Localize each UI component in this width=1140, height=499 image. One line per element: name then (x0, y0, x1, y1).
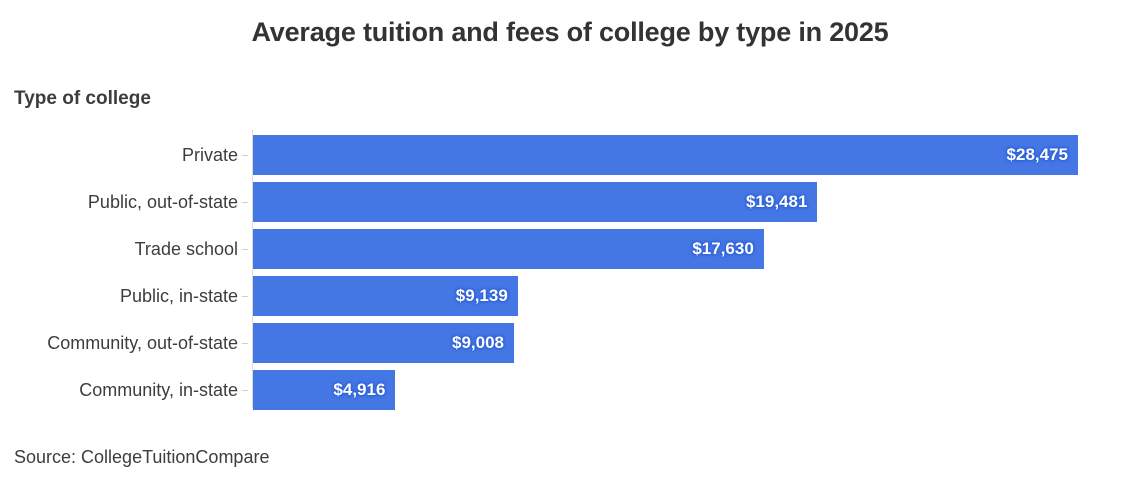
page: { "title": "Average tuition and fees of … (0, 16, 1140, 499)
axis-tick (242, 342, 248, 344)
axis-tick (242, 295, 248, 297)
axis-tick (242, 201, 248, 203)
chart-row: Trade school $17,630 (0, 229, 1140, 269)
category-label: Public, out-of-state (87, 191, 238, 212)
y-axis-line (252, 130, 253, 408)
value-bar: $9,008 (253, 323, 514, 363)
axis-tick (242, 248, 248, 250)
plot-area: Private $28,475 Public, out-of-state $19… (0, 130, 1140, 410)
value-label: $28,475 (1006, 145, 1068, 164)
value-bar: $19,481 (253, 182, 818, 222)
chart-title: Average tuition and fees of college by t… (251, 17, 889, 47)
chart-row: Public, out-of-state $19,481 (0, 182, 1140, 222)
axis-tick (242, 389, 248, 391)
category-label: Community, in-state (79, 379, 238, 400)
chart-row: Community, in-state $4,916 (0, 370, 1140, 410)
chart-row: Private $28,475 (0, 135, 1140, 175)
value-bar: $4,916 (253, 370, 396, 410)
category-label: Trade school (134, 238, 238, 259)
y-axis-title: Type of college (14, 88, 151, 109)
value-bar: $17,630 (253, 229, 764, 269)
bar-track: $28,475 (253, 135, 1078, 175)
bar-track: $9,139 (253, 276, 1078, 316)
category-label: Public, in-state (119, 285, 238, 306)
bar-track: $4,916 (253, 370, 1078, 410)
chart-row: Public, in-state $9,139 (0, 276, 1140, 316)
bar-rows: Private $28,475 Public, out-of-state $19… (0, 135, 1140, 410)
value-label: $4,916 (333, 380, 386, 399)
chart-row: Community, out-of-state $9,008 (0, 323, 1140, 363)
category-label: Private (181, 144, 238, 165)
value-label: $9,139 (455, 286, 508, 305)
tuition-bar-chart: Average tuition and fees of college by t… (0, 16, 1140, 499)
bar-track: $19,481 (253, 182, 1078, 222)
category-label: Community, out-of-state (47, 332, 238, 353)
bar-track: $17,630 (253, 229, 1078, 269)
bar-track: $9,008 (253, 323, 1078, 363)
value-bar: $28,475 (253, 135, 1078, 175)
source-note: Source: CollegeTuitionCompare (14, 447, 270, 467)
value-bar: $9,139 (253, 276, 518, 316)
value-label: $17,630 (692, 239, 754, 258)
axis-tick (242, 154, 248, 156)
value-label: $9,008 (451, 333, 504, 352)
value-label: $19,481 (745, 192, 808, 211)
